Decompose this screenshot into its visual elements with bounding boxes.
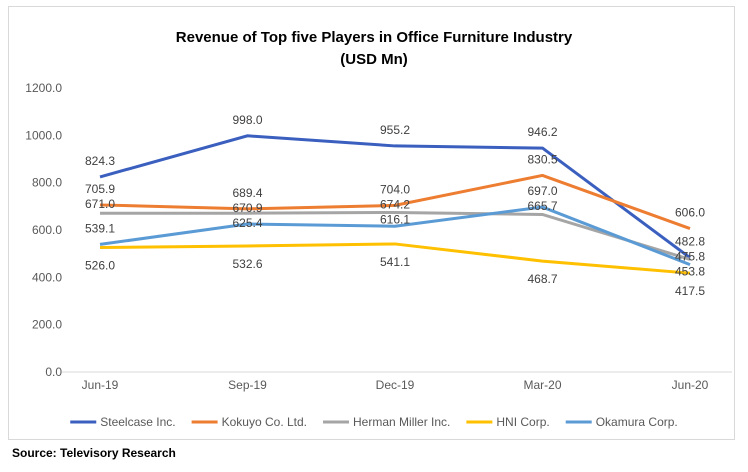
data-label: 665.7	[527, 199, 557, 213]
data-label: 955.2	[380, 123, 410, 137]
y-tick-label: 1200.0	[25, 81, 62, 95]
data-label: 606.0	[675, 206, 705, 220]
x-tick-label: Dec-19	[376, 378, 415, 392]
data-label: 674.2	[380, 197, 410, 211]
data-label: 998.0	[232, 113, 262, 127]
y-tick-label: 400.0	[32, 270, 62, 284]
data-label: 468.7	[527, 272, 557, 286]
series-line-3	[99, 242, 691, 275]
y-tick-label: 800.0	[32, 176, 62, 190]
data-label: 616.1	[380, 212, 410, 226]
data-label: 671.0	[85, 197, 115, 211]
legend-label: HNI Corp.	[496, 415, 549, 429]
x-tick-label: Sep-19	[228, 378, 267, 392]
data-label: 697.0	[527, 184, 557, 198]
data-label: 453.8	[675, 265, 705, 279]
data-label: 541.1	[380, 255, 410, 269]
data-label: 417.5	[675, 284, 705, 298]
series-line-1	[99, 173, 691, 230]
y-tick-label: 0.0	[45, 365, 62, 379]
legend-label: Kokuyo Co. Ltd.	[222, 415, 307, 429]
data-label: 824.3	[85, 154, 115, 168]
series-line-2	[99, 210, 691, 261]
data-label: 532.6	[232, 257, 262, 271]
chart-subtitle: (USD Mn)	[340, 51, 408, 68]
x-tick-label: Jun-19	[82, 378, 119, 392]
data-label: 946.2	[527, 125, 557, 139]
source-note: Source: Televisory Research	[12, 446, 176, 460]
data-label: 539.1	[85, 221, 115, 235]
data-label: 704.0	[380, 182, 410, 196]
data-label: 526.0	[85, 259, 115, 273]
data-label: 482.8	[675, 235, 705, 249]
series-line-0	[99, 134, 691, 259]
series-line-4	[99, 205, 691, 266]
legend-label: Okamura Corp.	[596, 415, 678, 429]
x-tick-label: Jun-20	[672, 378, 709, 392]
data-label: 670.9	[232, 201, 262, 215]
y-tick-label: 600.0	[32, 223, 62, 237]
legend-label: Herman Miller Inc.	[353, 415, 450, 429]
legend-label: Steelcase Inc.	[100, 415, 175, 429]
y-tick-label: 1000.0	[25, 128, 62, 142]
data-label: 689.4	[232, 186, 262, 200]
data-label: 625.4	[232, 216, 262, 230]
x-tick-label: Mar-20	[523, 378, 561, 392]
chart-title: Revenue of Top five Players in Office Fu…	[176, 29, 573, 46]
data-label: 830.5	[527, 152, 557, 166]
y-tick-label: 200.0	[32, 318, 62, 332]
data-label: 705.9	[85, 182, 115, 196]
chart-frame	[8, 6, 735, 440]
data-label: 475.8	[675, 250, 705, 264]
